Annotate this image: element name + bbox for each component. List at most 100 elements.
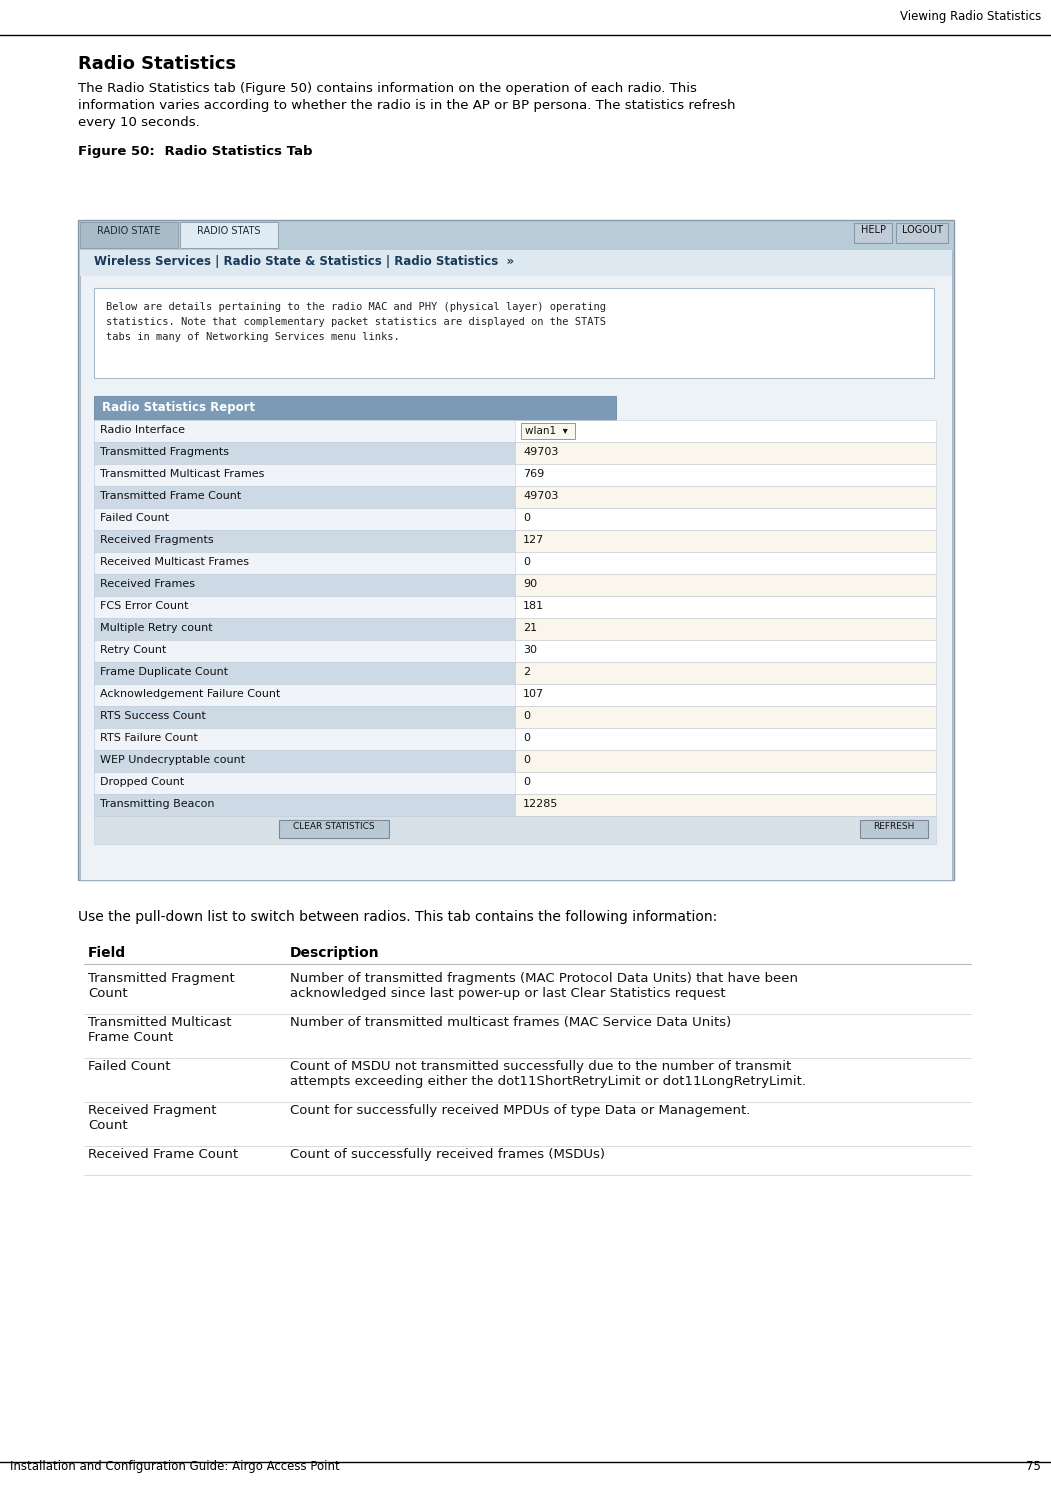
Text: Failed Count: Failed Count: [88, 1059, 170, 1073]
Text: Installation and Configuration Guide: Airgo Access Point: Installation and Configuration Guide: Ai…: [11, 1461, 339, 1473]
Bar: [94, 662, 936, 683]
Text: Viewing Radio Statistics: Viewing Radio Statistics: [900, 10, 1040, 22]
Bar: [94, 421, 515, 442]
Bar: [94, 552, 936, 574]
Text: LOGOUT: LOGOUT: [902, 225, 943, 236]
Text: 127: 127: [523, 536, 544, 545]
Text: every 10 seconds.: every 10 seconds.: [78, 116, 200, 128]
Bar: [94, 574, 936, 595]
Bar: [94, 530, 515, 552]
Text: Count: Count: [88, 1119, 127, 1132]
Text: Multiple Retry count: Multiple Retry count: [100, 624, 212, 633]
Text: 769: 769: [523, 468, 544, 479]
Text: Received Fragments: Received Fragments: [100, 536, 213, 545]
Bar: [94, 507, 936, 530]
Bar: [78, 219, 954, 880]
Bar: [80, 222, 178, 248]
Text: RADIO STATE: RADIO STATE: [98, 225, 161, 236]
Text: Figure 50:: Figure 50:: [78, 145, 154, 158]
Bar: [860, 821, 928, 839]
Text: 0: 0: [523, 755, 530, 765]
Text: Field: Field: [88, 946, 126, 959]
Bar: [94, 640, 515, 662]
Bar: [94, 507, 515, 530]
Bar: [94, 816, 936, 844]
Bar: [94, 794, 515, 816]
Text: attempts exceeding either the dot11ShortRetryLimit or dot11LongRetryLimit.: attempts exceeding either the dot11Short…: [290, 1076, 806, 1088]
Bar: [94, 421, 936, 442]
Bar: [94, 442, 515, 464]
Text: Use the pull-down list to switch between radios. This tab contains the following: Use the pull-down list to switch between…: [78, 910, 717, 924]
Bar: [94, 683, 515, 706]
Text: Transmitted Multicast Frames: Transmitted Multicast Frames: [100, 468, 265, 479]
Bar: [94, 552, 515, 574]
Text: wlan1  ▾: wlan1 ▾: [526, 427, 568, 436]
Bar: [279, 821, 389, 839]
Text: statistics. Note that complementary packet statistics are displayed on the STATS: statistics. Note that complementary pack…: [106, 316, 606, 327]
Text: Frame Count: Frame Count: [88, 1031, 173, 1044]
Text: information varies according to whether the radio is in the AP or BP persona. Th: information varies according to whether …: [78, 98, 736, 112]
Bar: [94, 574, 515, 595]
Text: Transmitted Fragments: Transmitted Fragments: [100, 448, 229, 457]
Bar: [94, 464, 515, 486]
Bar: [521, 424, 575, 439]
Text: Radio Statistics Report: Radio Statistics Report: [102, 401, 255, 413]
Text: Dropped Count: Dropped Count: [100, 777, 184, 786]
Text: 49703: 49703: [523, 491, 558, 501]
Bar: [94, 794, 936, 816]
Text: Number of transmitted multicast frames (MAC Service Data Units): Number of transmitted multicast frames (…: [290, 1016, 731, 1029]
Text: RADIO STATS: RADIO STATS: [198, 225, 261, 236]
Bar: [897, 222, 948, 243]
Text: acknowledged since last power-up or last Clear Statistics request: acknowledged since last power-up or last…: [290, 988, 725, 1000]
Text: Received Frame Count: Received Frame Count: [88, 1147, 239, 1161]
Bar: [94, 486, 515, 507]
Bar: [80, 251, 952, 880]
Bar: [854, 222, 892, 243]
Text: 30: 30: [523, 645, 537, 655]
Text: Transmitted Frame Count: Transmitted Frame Count: [100, 491, 242, 501]
Bar: [94, 464, 936, 486]
Text: Description: Description: [290, 946, 379, 959]
Text: Count of MSDU not transmitted successfully due to the number of transmit: Count of MSDU not transmitted successful…: [290, 1059, 791, 1073]
Bar: [94, 288, 934, 377]
Bar: [94, 750, 936, 771]
Text: Transmitted Multicast: Transmitted Multicast: [88, 1016, 231, 1029]
Text: Wireless Services | Radio State & Statistics | Radio Statistics  »: Wireless Services | Radio State & Statis…: [94, 255, 514, 269]
Text: WEP Undecryptable count: WEP Undecryptable count: [100, 755, 245, 765]
Text: Frame Duplicate Count: Frame Duplicate Count: [100, 667, 228, 677]
Bar: [94, 771, 515, 794]
Text: Retry Count: Retry Count: [100, 645, 166, 655]
Bar: [94, 618, 515, 640]
Bar: [94, 771, 936, 794]
Text: Count: Count: [88, 988, 127, 1000]
Text: The Radio Statistics tab (Figure 50) contains information on the operation of ea: The Radio Statistics tab (Figure 50) con…: [78, 82, 697, 95]
Bar: [94, 662, 515, 683]
Bar: [94, 640, 936, 662]
Text: Radio Interface: Radio Interface: [100, 425, 185, 436]
Bar: [94, 706, 936, 728]
Text: 2: 2: [523, 667, 530, 677]
Bar: [94, 486, 936, 507]
Text: 0: 0: [523, 557, 530, 567]
Text: 0: 0: [523, 733, 530, 743]
Bar: [94, 442, 936, 464]
Text: RTS Success Count: RTS Success Count: [100, 712, 206, 721]
Bar: [94, 728, 515, 750]
Bar: [94, 595, 515, 618]
Text: 90: 90: [523, 579, 537, 589]
Text: Transmitting Beacon: Transmitting Beacon: [100, 800, 214, 809]
Text: Number of transmitted fragments (MAC Protocol Data Units) that have been: Number of transmitted fragments (MAC Pro…: [290, 971, 798, 985]
Text: Count for successfully received MPDUs of type Data or Management.: Count for successfully received MPDUs of…: [290, 1104, 750, 1118]
Text: tabs in many of Networking Services menu links.: tabs in many of Networking Services menu…: [106, 333, 399, 342]
Text: RTS Failure Count: RTS Failure Count: [100, 733, 198, 743]
Text: FCS Error Count: FCS Error Count: [100, 601, 188, 612]
Bar: [94, 595, 936, 618]
Text: Count of successfully received frames (MSDUs): Count of successfully received frames (M…: [290, 1147, 605, 1161]
Text: Radio Statistics Tab: Radio Statistics Tab: [146, 145, 312, 158]
Text: 75: 75: [1026, 1461, 1040, 1473]
Text: 0: 0: [523, 712, 530, 721]
Text: Below are details pertaining to the radio MAC and PHY (physical layer) operating: Below are details pertaining to the radi…: [106, 301, 606, 312]
Text: Received Frames: Received Frames: [100, 579, 195, 589]
Text: HELP: HELP: [861, 225, 886, 236]
Text: 181: 181: [523, 601, 544, 612]
